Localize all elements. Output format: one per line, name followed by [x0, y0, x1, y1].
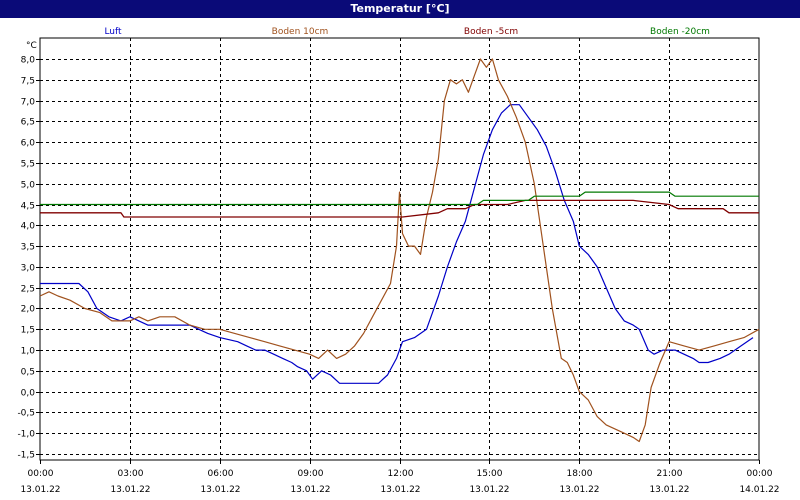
y-tick-label: 6,5 — [21, 118, 35, 128]
y-tick-label: -1,5 — [17, 451, 35, 461]
x-tick-date-label: 13.01.22 — [380, 485, 420, 495]
y-tick-label: 0,5 — [21, 368, 35, 378]
x-tick-time-label: 00:00 — [28, 469, 54, 479]
x-tick-time-label: 18:00 — [567, 469, 593, 479]
y-tick-label: 3,0 — [21, 264, 36, 274]
x-tick-date-label: 13.01.22 — [469, 485, 509, 495]
y-tick-label: 2,5 — [21, 285, 35, 295]
series-line-boden-20cm — [40, 191, 759, 206]
x-tick-time-label: 06:00 — [208, 469, 234, 479]
x-tick-time-label: 00:00 — [747, 469, 773, 479]
legend-entry: Luft — [104, 27, 122, 37]
y-tick-label: 6,0 — [21, 139, 36, 149]
y-tick-label: 0,0 — [21, 389, 36, 399]
x-tick-time-label: 21:00 — [657, 469, 683, 479]
y-tick-label: 7,0 — [21, 98, 36, 108]
series-line-luft — [40, 104, 754, 384]
legend-entry: Boden -20cm — [650, 27, 710, 37]
y-axis-unit-label: °C — [26, 41, 37, 51]
plot-area — [39, 37, 760, 461]
x-tick-date-label: 13.01.22 — [649, 485, 689, 495]
y-tick-label: 8,0 — [21, 56, 36, 66]
x-tick-date-label: 14.01.22 — [739, 485, 779, 495]
y-tick-label: 3,5 — [21, 243, 35, 253]
y-tick-label: 5,5 — [21, 160, 35, 170]
y-tick-label: 1,0 — [21, 347, 36, 357]
grid — [40, 38, 759, 460]
y-tick-label: 7,5 — [21, 77, 35, 87]
y-tick-label: 4,5 — [21, 202, 35, 212]
x-tick-time-label: 15:00 — [477, 469, 503, 479]
x-tick-time-label: 09:00 — [298, 469, 324, 479]
y-tick-label: 4,0 — [21, 222, 36, 232]
x-tick-time-label: 12:00 — [388, 469, 414, 479]
y-tick-label: 1,5 — [21, 326, 35, 336]
chart-title: Temperatur [°C] — [0, 0, 800, 18]
x-tick-date-label: 13.01.22 — [200, 485, 240, 495]
y-tick-label: 2,0 — [21, 305, 36, 315]
x-tick-time-label: 03:00 — [118, 469, 144, 479]
x-tick-date-label: 13.01.22 — [290, 485, 330, 495]
x-tick-date-label: 13.01.22 — [559, 485, 599, 495]
legend-entry: Boden 10cm — [272, 27, 329, 37]
y-tick-label: -1,0 — [17, 430, 35, 440]
legend-entry: Boden -5cm — [464, 27, 518, 37]
y-tick-label: -0,5 — [17, 409, 35, 419]
legend: Luft Boden 10cm Boden -5cm Boden -20cm — [104, 27, 710, 37]
axis-labels: 8,0 7,5 7,0 6,5 6,0 5,5 5,0 4,5 4,0 3,5 3,0 2,5 2,0 1… — [17, 56, 779, 496]
series-line-boden-10cm — [39, 58, 760, 443]
x-tick-date-label: 13.01.22 — [110, 485, 150, 495]
series-line-boden-5cm — [40, 199, 759, 218]
x-tick-date-label: 13.01.22 — [20, 485, 60, 495]
series-lines — [39, 58, 760, 443]
y-tick-label: 5,0 — [21, 181, 36, 191]
